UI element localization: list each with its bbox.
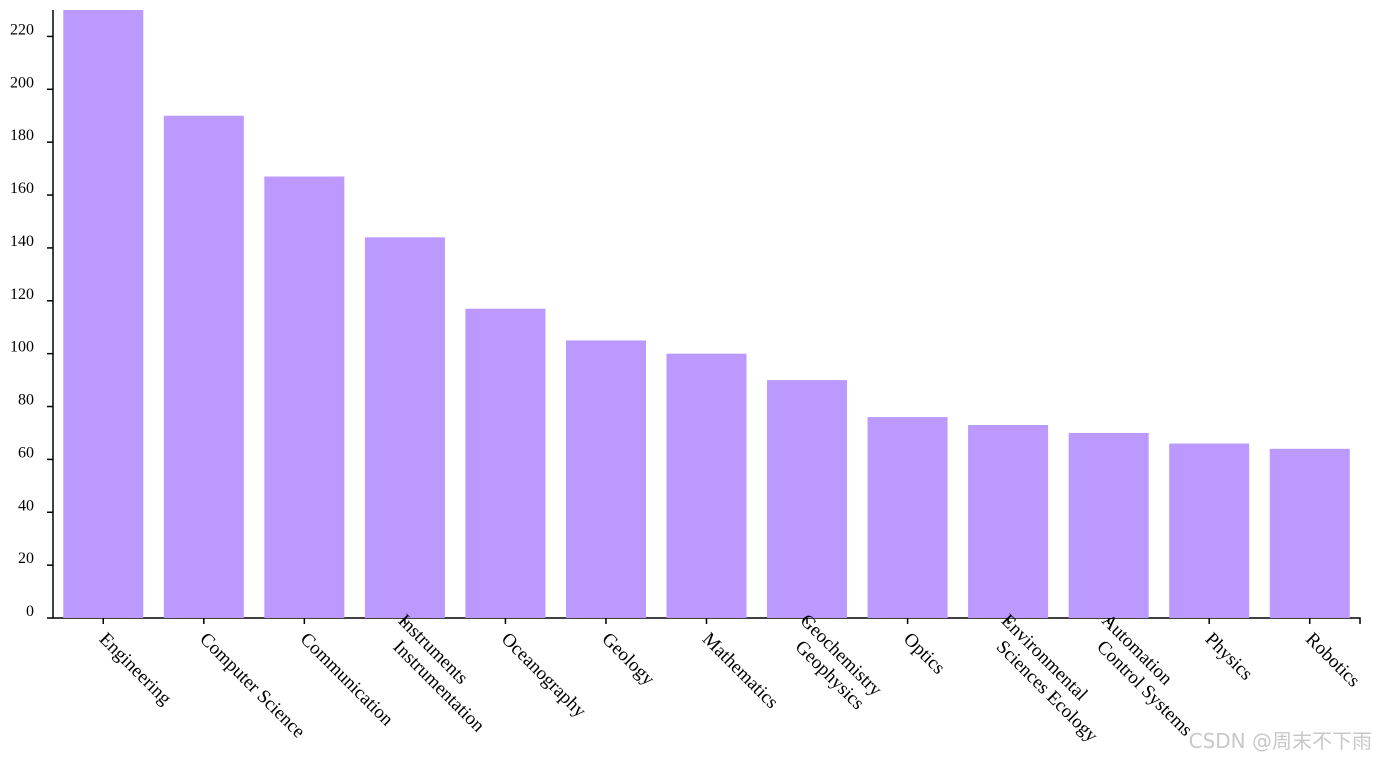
x-tick-label: Oceanography <box>497 629 591 723</box>
y-tick-label: 200 <box>10 74 34 91</box>
x-tick-label-group: Computer Science <box>195 629 309 743</box>
bar <box>666 353 747 618</box>
y-tick-label: 40 <box>18 497 34 514</box>
x-tick-label: Mathematics <box>698 629 782 713</box>
bar <box>565 340 646 618</box>
bar <box>1169 443 1250 618</box>
y-tick-label: 0 <box>26 603 34 620</box>
x-tick-label-group: Optics <box>899 629 949 679</box>
bar <box>968 425 1049 618</box>
x-tick-label-group: Engineering <box>95 629 176 710</box>
x-tick-label-group: Robotics <box>1301 629 1364 692</box>
y-tick-label: 140 <box>10 233 34 250</box>
bar <box>264 176 345 618</box>
y-tick-label: 220 <box>10 21 34 38</box>
y-tick-label: 80 <box>18 392 34 409</box>
x-tick-label: Physics <box>1201 629 1257 685</box>
bar <box>1269 448 1350 618</box>
bar <box>163 115 244 618</box>
x-tick-label-group: Oceanography <box>497 629 591 723</box>
watermark: CSDN @周末不下雨 <box>1189 729 1372 753</box>
y-tick-label: 20 <box>18 550 34 567</box>
x-tick-label: Communication <box>296 629 398 731</box>
y-tick-label: 100 <box>10 339 34 356</box>
x-tick-label-group: Mathematics <box>698 629 782 713</box>
y-tick-label: 160 <box>10 180 34 197</box>
bar <box>1068 432 1149 618</box>
bar <box>364 237 445 619</box>
x-tick-label: Computer Science <box>195 629 309 743</box>
bar <box>465 308 546 618</box>
bar <box>63 10 144 618</box>
x-tick-label: Geology <box>597 629 658 690</box>
bar <box>867 417 948 618</box>
x-tick-label-group: Geology <box>597 629 658 690</box>
y-tick-label: 180 <box>10 127 34 144</box>
x-tick-label: Engineering <box>95 629 176 710</box>
y-tick-label: 120 <box>10 286 34 303</box>
x-tick-label-group: Physics <box>1201 629 1257 685</box>
x-tick-label: Optics <box>899 629 949 679</box>
y-tick-label: 60 <box>18 444 34 461</box>
x-tick-label: Robotics <box>1301 629 1364 692</box>
bar <box>767 380 848 618</box>
x-tick-label-group: Communication <box>296 629 398 731</box>
